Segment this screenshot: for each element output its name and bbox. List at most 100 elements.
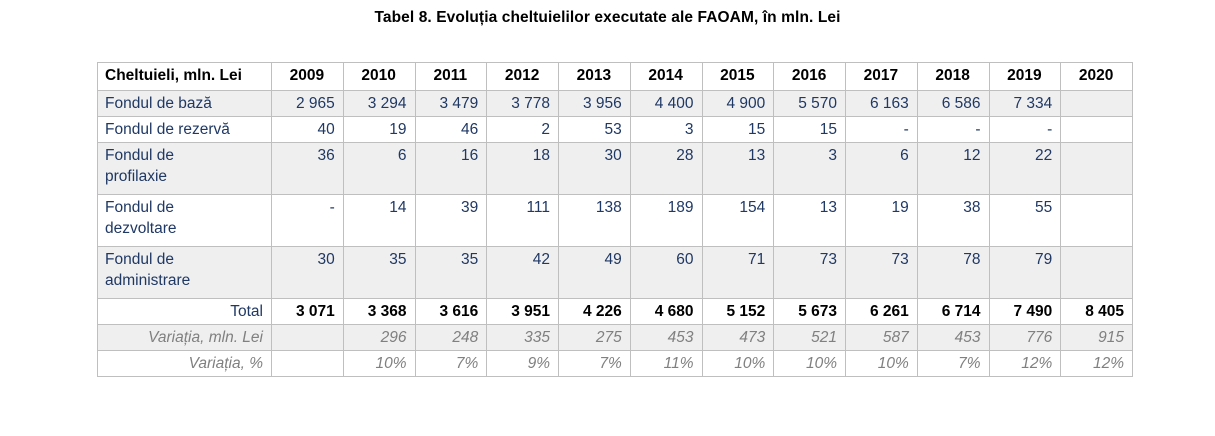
table-row: Variația, mln. Lei 296 248 335 275 453 473 521 5… [97, 324, 1133, 351]
value-cell [271, 350, 344, 377]
value-cell: 275 [558, 324, 631, 351]
column-header-year: 2015 [701, 62, 775, 91]
value-cell: - [845, 116, 918, 143]
value-cell: 22 [988, 142, 1062, 195]
value-cell: 71 [701, 246, 775, 299]
column-header-year: 2016 [773, 62, 846, 91]
value-cell: 138 [558, 194, 631, 247]
table-row: Variația, % 10% 7% 9% 7% 11% 10% 10% 10% 7% 12% 12% [97, 350, 1133, 377]
value-cell: 453 [629, 324, 703, 351]
value-cell: 42 [486, 246, 559, 299]
value-cell: 4 680 [629, 298, 703, 325]
value-cell: 28 [629, 142, 703, 195]
value-cell: 473 [701, 324, 775, 351]
value-cell: 19 [342, 116, 416, 143]
row-label: Fondul de administrare [97, 246, 272, 299]
value-cell: 10% [342, 350, 416, 377]
table-row: Fondul de rezervă 40 19 46 2 53 3 15 15- - - [97, 116, 1133, 143]
row-label: Fondul de rezervă [97, 116, 272, 143]
column-header-year: 2013 [558, 62, 631, 91]
value-cell: 915 [1060, 324, 1133, 351]
value-cell: 13 [701, 142, 775, 195]
value-cell: 2 [486, 116, 559, 143]
value-cell: 3 951 [486, 298, 559, 325]
value-cell: 11% [629, 350, 703, 377]
value-cell: 46 [414, 116, 488, 143]
value-cell: 4 226 [558, 298, 631, 325]
column-header-year: 2009 [271, 62, 344, 91]
value-cell: 453 [916, 324, 990, 351]
value-cell: - [271, 194, 344, 247]
value-cell: 12% [988, 350, 1062, 377]
value-cell: 3 294 [342, 90, 416, 117]
value-cell: 3 368 [342, 298, 416, 325]
value-cell: 6 [342, 142, 416, 195]
value-cell: 36 [271, 142, 344, 195]
value-cell: 5 570 [773, 90, 846, 117]
value-cell [1060, 90, 1133, 117]
value-cell: 154 [701, 194, 775, 247]
value-cell: 3 616 [414, 298, 488, 325]
value-cell: 6 163 [845, 90, 918, 117]
value-cell: - [916, 116, 990, 143]
value-cell: 6 586 [916, 90, 990, 117]
column-header-year: 2017 [845, 62, 918, 91]
value-cell: 73 [845, 246, 918, 299]
value-cell: 335 [486, 324, 559, 351]
value-cell [271, 324, 344, 351]
value-cell [1060, 246, 1133, 299]
row-label: Fondul de bază [97, 90, 272, 117]
table-row: Fondul de administrare 30 35 35 42 49 60 71 73 73… [97, 246, 1133, 299]
table-row: Total 3 071 3 368 3 616 3 951 4 226 4 680 5 152… [97, 298, 1133, 325]
value-cell: 7 334 [988, 90, 1062, 117]
value-cell: 30 [558, 142, 631, 195]
value-cell: 8 405 [1060, 298, 1133, 325]
value-cell: 4 400 [629, 90, 703, 117]
column-header-year: 2018 [916, 62, 990, 91]
value-cell: 3 956 [558, 90, 631, 117]
value-cell [1060, 142, 1133, 195]
value-cell: 7% [558, 350, 631, 377]
value-cell: 38 [916, 194, 990, 247]
value-cell: 12 [916, 142, 990, 195]
value-cell: 19 [845, 194, 918, 247]
row-label: Variația, % [97, 350, 272, 377]
value-cell: 55 [988, 194, 1062, 247]
value-cell: 3 071 [271, 298, 344, 325]
value-cell [1060, 194, 1133, 247]
value-cell: 49 [558, 246, 631, 299]
table-body: Fondul de bază 2 965 3 294 3 479 3 778 3 956 4… [97, 90, 1133, 377]
value-cell: 73 [773, 246, 846, 299]
value-cell: 7% [414, 350, 488, 377]
value-cell: 39 [414, 194, 488, 247]
value-cell: 78 [916, 246, 990, 299]
row-label: Fondul de dezvoltare [97, 194, 272, 247]
table-title: Tabel 8. Evoluția cheltuielilor executat… [374, 9, 841, 26]
value-cell: 60 [629, 246, 703, 299]
value-cell: 296 [342, 324, 416, 351]
value-cell: 3 479 [414, 90, 488, 117]
column-header-label: Cheltuieli, mln. Lei [97, 62, 272, 91]
value-cell: 7% [916, 350, 990, 377]
column-header-year: 2019 [988, 62, 1062, 91]
value-cell: 5 673 [773, 298, 846, 325]
column-header-year: 2011 [414, 62, 488, 91]
value-cell: 40 [271, 116, 344, 143]
value-cell: 248 [414, 324, 488, 351]
value-cell: 6 714 [916, 298, 990, 325]
value-cell: 14 [342, 194, 416, 247]
value-cell: 13 [773, 194, 846, 247]
value-cell: 3 [629, 116, 703, 143]
value-cell [1060, 116, 1133, 143]
value-cell: 35 [342, 246, 416, 299]
value-cell: 776 [988, 324, 1062, 351]
expenditure-table-container: Cheltuieli, mln. Lei 2009 2010 2011 2012… [97, 62, 1133, 377]
table-row: Fondul de profilaxie 36 6 16 18 30 28 13 3 6 12 22 [97, 142, 1133, 195]
expenditure-table: Cheltuieli, mln. Lei 2009 2010 2011 2012… [97, 62, 1133, 377]
value-cell: 587 [845, 324, 918, 351]
column-header-year: 2010 [342, 62, 416, 91]
value-cell: 3 [773, 142, 846, 195]
table-row: Fondul de bază 2 965 3 294 3 479 3 778 3 956 4… [97, 90, 1133, 117]
value-cell: 2 965 [271, 90, 344, 117]
